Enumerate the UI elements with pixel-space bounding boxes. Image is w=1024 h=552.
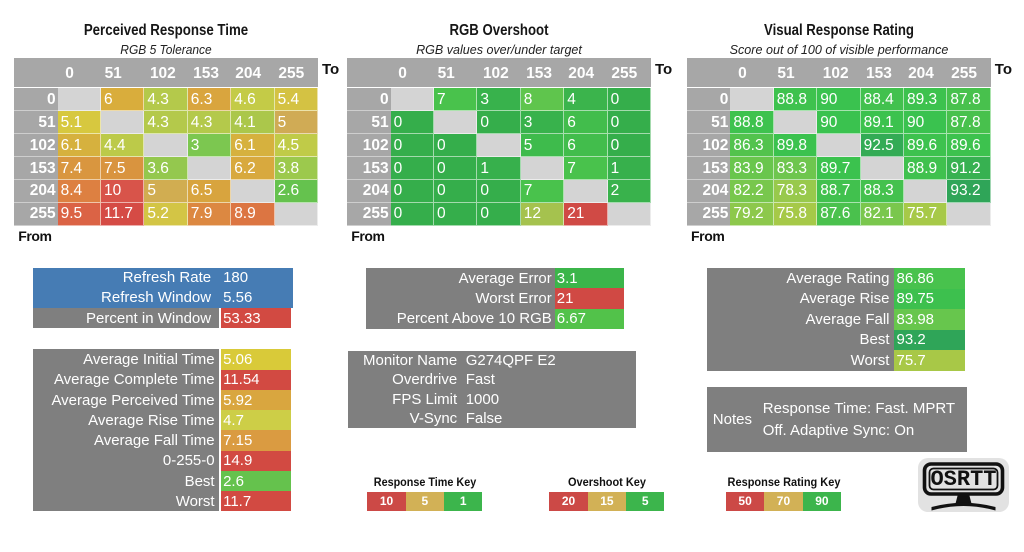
svg-text:OSRTT: OSRTT <box>930 467 996 492</box>
